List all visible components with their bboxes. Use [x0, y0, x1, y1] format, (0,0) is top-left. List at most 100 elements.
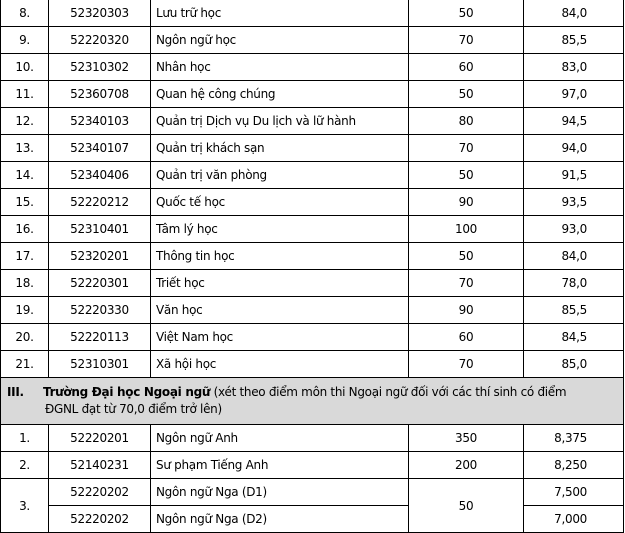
major-name: Quốc tế học — [150, 188, 409, 216]
quota: 50 — [408, 161, 524, 189]
major-name: Lưu trữ học — [150, 0, 409, 27]
table-row: 3. 52220202 Ngôn ngữ Nga (D1) 50 7,500 — [0, 478, 624, 533]
table-row: 21. 52310301 Xã hội học 70 85,0 — [0, 350, 624, 378]
quota: 50 — [408, 242, 524, 270]
major-name: Xã hội học — [150, 350, 409, 378]
row-number: 14. — [0, 161, 49, 189]
cutoff-score: 94,5 — [523, 107, 624, 135]
table-row: 11. 52360708 Quan hệ công chúng 50 97,0 — [0, 80, 624, 108]
quota: 70 — [408, 134, 524, 162]
major-code: 52220113 — [48, 323, 151, 351]
quota: 50 — [408, 0, 524, 27]
cutoff-score: 78,0 — [523, 269, 624, 297]
major-code: 52220330 — [48, 296, 151, 324]
major-name: Tâm lý học — [150, 215, 409, 243]
major-name: Ngôn ngữ Nga (D2) — [150, 505, 409, 533]
quota: 100 — [408, 215, 524, 243]
major-name: Ngôn ngữ Nga (D1) — [150, 478, 409, 506]
major-code: 52220202 — [48, 478, 151, 506]
major-name: Việt Nam học — [150, 323, 409, 351]
major-code: 52310301 — [48, 350, 151, 378]
table-row: 13. 52340107 Quản trị khách sạn 70 94,0 — [0, 134, 624, 162]
row-number: 12. — [0, 107, 49, 135]
table-row: 52220202 Ngôn ngữ Nga (D2) 7,000 — [1, 505, 624, 533]
row-number: 21. — [0, 350, 49, 378]
major-name: Quản trị văn phòng — [150, 161, 409, 189]
cutoff-score: 97,0 — [523, 80, 624, 108]
table-row: 15. 52220212 Quốc tế học 90 93,5 — [0, 188, 624, 216]
row-number: 19. — [0, 296, 49, 324]
cutoff-score: 85,0 — [523, 350, 624, 378]
quota: 90 — [408, 188, 524, 216]
cutoff-score: 85,5 — [523, 26, 624, 54]
section-description: (xét theo điểm môn thi Ngoại ngữ đối với… — [210, 385, 567, 399]
quota: 60 — [408, 323, 524, 351]
table-row: 19. 52220330 Văn học 90 85,5 — [0, 296, 624, 324]
cutoff-score: 8,375 — [523, 424, 624, 452]
quota: 50 — [408, 478, 524, 533]
major-code: 52220320 — [48, 26, 151, 54]
section-header: III. Trường Đại học Ngoại ngữ (xét theo đ… — [0, 377, 624, 425]
major-code: 52220301 — [48, 269, 151, 297]
section-cell: III. Trường Đại học Ngoại ngữ (xét theo đ… — [0, 377, 624, 425]
major-code: 52340107 — [48, 134, 151, 162]
major-code: 52220202 — [48, 505, 151, 533]
row-number: 10. — [0, 53, 49, 81]
table-row: 10. 52310302 Nhân học 60 83,0 — [0, 53, 624, 81]
section-title: Trường Đại học Ngoại ngữ — [43, 385, 211, 399]
major-name: Quản trị khách sạn — [150, 134, 409, 162]
major-name: Thông tin học — [150, 242, 409, 270]
row-number: 2. — [0, 451, 49, 479]
quota: 70 — [408, 26, 524, 54]
cutoff-score: 83,0 — [523, 53, 624, 81]
major-name: Quản trị Dịch vụ Du lịch và lữ hành — [150, 107, 409, 135]
major-code: 52340103 — [48, 107, 151, 135]
table-row: 17. 52320201 Thông tin học 50 84,0 — [0, 242, 624, 270]
major-name: Ngôn ngữ học — [150, 26, 409, 54]
row-number: 1. — [0, 424, 49, 452]
table-row: 14. 52340406 Quản trị văn phòng 50 91,5 — [0, 161, 624, 189]
table-row: 8. 52320303 Lưu trữ học 50 84,0 — [0, 0, 624, 27]
quota: 70 — [408, 350, 524, 378]
quota: 70 — [408, 269, 524, 297]
row-number: 17. — [0, 242, 49, 270]
cutoff-score: 7,000 — [523, 505, 624, 533]
table-row: 16. 52310401 Tâm lý học 100 93,0 — [0, 215, 624, 243]
cutoff-score: 94,0 — [523, 134, 624, 162]
cutoff-score: 93,5 — [523, 188, 624, 216]
major-name: Ngôn ngữ Anh — [150, 424, 409, 452]
table-row: 20. 52220113 Việt Nam học 60 84,5 — [0, 323, 624, 351]
major-name: Sư phạm Tiếng Anh — [150, 451, 409, 479]
major-code: 52220212 — [48, 188, 151, 216]
cutoff-score: 85,5 — [523, 296, 624, 324]
table-row: 12. 52340103 Quản trị Dịch vụ Du lịch và l… — [0, 107, 624, 135]
major-name: Văn học — [150, 296, 409, 324]
row-number: 8. — [0, 0, 49, 27]
row-number: 18. — [0, 269, 49, 297]
row-number: 3. — [0, 478, 49, 533]
table-row: 2. 52140231 Sư phạm Tiếng Anh 200 8,250 — [0, 451, 624, 479]
major-code: 52320303 — [48, 0, 151, 27]
cutoff-score: 93,0 — [523, 215, 624, 243]
major-code: 52310401 — [48, 215, 151, 243]
cutoff-score: 91,5 — [523, 161, 624, 189]
row-number: 11. — [0, 80, 49, 108]
major-code: 52140231 — [48, 451, 151, 479]
quota: 200 — [408, 451, 524, 479]
cutoff-score: 7,500 — [523, 478, 624, 506]
row-number: 15. — [0, 188, 49, 216]
major-code: 52310302 — [48, 53, 151, 81]
table-row: 1. 52220201 Ngôn ngữ Anh 350 8,375 — [0, 424, 624, 452]
cutoff-score: 8,250 — [523, 451, 624, 479]
quota: 80 — [408, 107, 524, 135]
section-description-cont: ĐGNL đạt từ 70,0 điểm trở lên) — [45, 402, 222, 416]
table-row: 9. 52220320 Ngôn ngữ học 70 85,5 — [0, 26, 624, 54]
major-name: Quan hệ công chúng — [150, 80, 409, 108]
quota: 60 — [408, 53, 524, 81]
major-code: 52360708 — [48, 80, 151, 108]
cutoff-score: 84,0 — [523, 0, 624, 27]
quota: 90 — [408, 296, 524, 324]
row-number: 9. — [0, 26, 49, 54]
table-row: 18. 52220301 Triết học 70 78,0 — [0, 269, 624, 297]
